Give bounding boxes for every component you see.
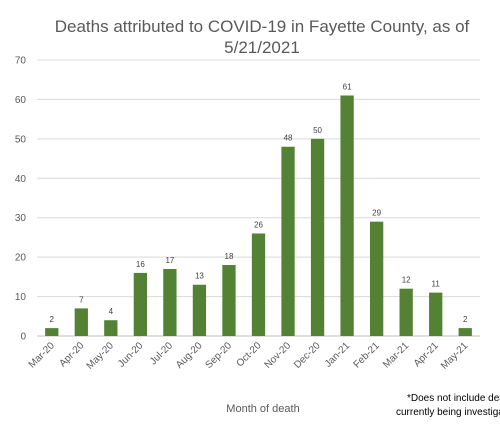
- bar: [222, 265, 236, 336]
- x-tick-label: Sep-20: [204, 340, 235, 371]
- bar: [192, 284, 207, 336]
- y-tick-label: 30: [15, 213, 27, 224]
- y-tick-label: 50: [15, 134, 27, 145]
- x-tick-label: Mar-21: [381, 340, 411, 370]
- y-tick-label: 60: [15, 95, 27, 106]
- data-label: 26: [254, 220, 263, 229]
- x-tick-label: May-21: [439, 340, 471, 372]
- data-label: 29: [372, 209, 381, 218]
- bar: [74, 308, 88, 336]
- data-label: 18: [225, 252, 234, 261]
- data-label: 2: [463, 315, 468, 324]
- data-label: 17: [165, 256, 174, 265]
- data-label: 50: [313, 126, 322, 135]
- data-label: 7: [79, 295, 84, 304]
- x-tick-label: Dec-20: [292, 340, 323, 371]
- bar: [429, 292, 443, 336]
- gridlines: [37, 59, 480, 337]
- x-tick-label: Oct-20: [235, 340, 264, 369]
- footnote-line-2: currently being investiga: [396, 407, 500, 418]
- bar: [104, 320, 118, 336]
- footnote-line-1: *Does not include dea: [407, 393, 500, 404]
- x-axis-title: Month of death: [226, 403, 299, 415]
- y-tick-label: 40: [15, 174, 27, 185]
- data-labels: 2 7 4 16 17 13 18 26 48 50 61 29 12 11 2: [50, 82, 468, 324]
- data-label: 13: [195, 272, 204, 281]
- y-tick-label: 0: [20, 332, 26, 343]
- x-tick-label: May-20: [85, 340, 117, 372]
- data-label: 11: [432, 280, 441, 289]
- x-tick-label: Jun-20: [116, 340, 146, 370]
- bar: [399, 288, 413, 336]
- data-label: 48: [284, 134, 293, 143]
- chart-title-line-1: Deaths attributed to COVID-19 in Fayette…: [55, 17, 470, 36]
- x-tick-label: Feb-21: [352, 340, 382, 370]
- bar: [458, 328, 472, 336]
- x-tick-label: Apr-21: [412, 340, 441, 369]
- x-tick-label: Jul-20: [148, 340, 175, 367]
- data-label: 61: [343, 82, 352, 91]
- data-label: 2: [50, 315, 55, 324]
- data-label: 4: [109, 307, 114, 316]
- x-tick-label: Aug-20: [174, 340, 205, 371]
- y-axis: 0 10 20 30 40 50 60 70: [15, 56, 27, 343]
- chart-title-line-2: 5/21/2021: [224, 38, 300, 57]
- x-tick-label: Apr-20: [57, 340, 86, 369]
- bar: [369, 221, 384, 336]
- bar: [45, 328, 59, 336]
- y-tick-label: 20: [15, 253, 27, 264]
- y-tick-label: 10: [15, 292, 27, 303]
- x-tick-label: Nov-20: [263, 340, 294, 371]
- data-label: 16: [136, 260, 145, 269]
- x-tick-label: Mar-20: [27, 340, 57, 370]
- data-label: 12: [402, 276, 411, 285]
- bar: [251, 233, 266, 336]
- bar: [281, 146, 295, 336]
- bar: [163, 268, 177, 336]
- y-tick-label: 70: [15, 56, 27, 67]
- bar: [310, 138, 325, 336]
- bar: [133, 272, 148, 336]
- bar: [340, 95, 354, 336]
- x-tick-label: Jan-21: [323, 340, 353, 370]
- bars: [45, 95, 472, 336]
